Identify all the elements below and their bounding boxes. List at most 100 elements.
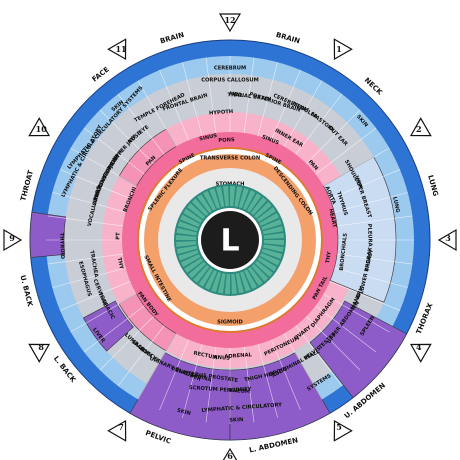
ring-label: SIGMOID xyxy=(217,320,243,326)
radial-divider xyxy=(52,192,126,213)
clock-number: 4 xyxy=(416,342,422,352)
iris-segment xyxy=(217,273,226,294)
clock-number: 12 xyxy=(224,15,235,25)
ring-label: TRANSVERSE COLON xyxy=(200,156,260,162)
radial-divider xyxy=(59,169,131,199)
ring-label: ANUS xyxy=(213,355,230,362)
iris-segment xyxy=(209,188,221,209)
clock-number: 3 xyxy=(445,233,451,243)
radial-divider xyxy=(329,169,401,199)
clock-marker-2: 2 xyxy=(409,117,432,137)
ring-label: EYE xyxy=(138,124,151,136)
radial-divider xyxy=(117,325,165,387)
center-letter: L xyxy=(220,224,239,259)
radial-divider xyxy=(295,325,343,387)
radial-divider xyxy=(83,305,145,353)
clock-number: 8 xyxy=(38,342,44,352)
iris-segment xyxy=(230,186,236,207)
iris-segment xyxy=(183,208,203,223)
iris-segment xyxy=(187,203,206,220)
ring-label: BRONCHIALS xyxy=(339,233,349,272)
clock-number: 10 xyxy=(36,124,48,134)
ring-label: SKIN xyxy=(176,408,191,417)
clock-number: 1 xyxy=(336,44,342,54)
radial-divider xyxy=(334,267,408,288)
iris-segment xyxy=(263,244,284,253)
radial-divider xyxy=(99,316,154,371)
outer-region-label: BRAIN xyxy=(275,31,301,46)
ring-label: ADRENAL xyxy=(224,352,253,360)
clock-number: 7 xyxy=(118,422,124,432)
outer-region-label: PELVIC xyxy=(144,429,172,446)
ring-label: PONS xyxy=(218,137,235,144)
outer-region-label: L. ABDOMEN xyxy=(249,436,299,454)
center-pupil: L xyxy=(174,184,286,296)
ring-label: CORPUS CALLOSUM xyxy=(201,78,259,84)
ring-label: PLEURA xyxy=(366,224,373,247)
ring-label: PT xyxy=(115,232,121,240)
radial-divider xyxy=(243,347,255,423)
iris-segment xyxy=(222,186,229,207)
radial-divider xyxy=(334,192,408,213)
radial-divider xyxy=(283,333,323,400)
outer-region-label: LUNG xyxy=(426,174,439,197)
radial-divider xyxy=(306,316,361,371)
radial-divider xyxy=(159,339,189,411)
clock-marker-5: 5 xyxy=(333,419,353,442)
radial-divider xyxy=(323,147,390,187)
iris-segment xyxy=(177,221,199,232)
clock-marker-8: 8 xyxy=(28,342,51,363)
iris-segment xyxy=(261,219,282,231)
iris-segment xyxy=(260,253,280,266)
ring-label: HEART xyxy=(327,208,337,228)
radial-divider xyxy=(70,147,137,187)
iris-segment xyxy=(263,232,284,239)
ring-label: THYROID xyxy=(58,233,65,260)
clock-marker-3: 3 xyxy=(437,228,457,252)
clock-marker-7: 7 xyxy=(107,419,127,442)
radial-divider xyxy=(52,267,126,288)
lung-segment xyxy=(323,156,397,303)
iris-segment xyxy=(259,213,280,226)
radial-divider xyxy=(337,215,413,227)
iris-segment xyxy=(247,193,262,213)
radial-divider xyxy=(257,62,278,136)
ring-label: KIDNEY xyxy=(229,386,252,394)
iris-segment xyxy=(257,257,277,272)
radial-divider xyxy=(117,93,165,155)
iris-segment xyxy=(204,270,217,290)
radial-divider xyxy=(137,80,177,147)
radial-divider xyxy=(329,281,401,311)
clock-marker-12: 12 xyxy=(218,13,242,33)
iris-segment xyxy=(191,198,209,216)
iris-segment xyxy=(178,249,199,261)
ring-label: LYMPHATIC & CIRCULATORY xyxy=(201,402,282,414)
iris-segment xyxy=(263,240,284,246)
iris-segment xyxy=(256,207,276,222)
radial-divider xyxy=(205,57,217,133)
ring-label: ARM xyxy=(355,285,365,299)
spleen-segment xyxy=(309,300,407,399)
outer-region-label: THROAT xyxy=(19,169,35,202)
clock-number: 9 xyxy=(9,233,15,243)
iris-segment xyxy=(211,271,222,293)
ring-label: TRACHEA xyxy=(88,250,99,278)
clock-marker-6: 6 xyxy=(222,447,238,460)
iris-segment xyxy=(231,273,238,294)
ring-label: SKIN xyxy=(229,417,243,423)
iris-segment xyxy=(198,267,213,287)
ring-label: SCROTUM PERINEUM xyxy=(189,385,250,395)
iris-segment xyxy=(193,264,210,283)
iris-segment xyxy=(176,234,197,240)
ring-label: THORAX xyxy=(364,247,373,272)
radial-divider xyxy=(182,62,203,136)
radial-divider xyxy=(159,69,189,141)
iris-segment xyxy=(235,272,244,294)
clock-marker-9: 9 xyxy=(3,228,23,252)
clock-marker-1: 1 xyxy=(333,38,353,61)
ring-label: RECTUM xyxy=(193,350,218,361)
clock-number: 11 xyxy=(115,44,126,54)
iris-segment xyxy=(176,241,197,248)
